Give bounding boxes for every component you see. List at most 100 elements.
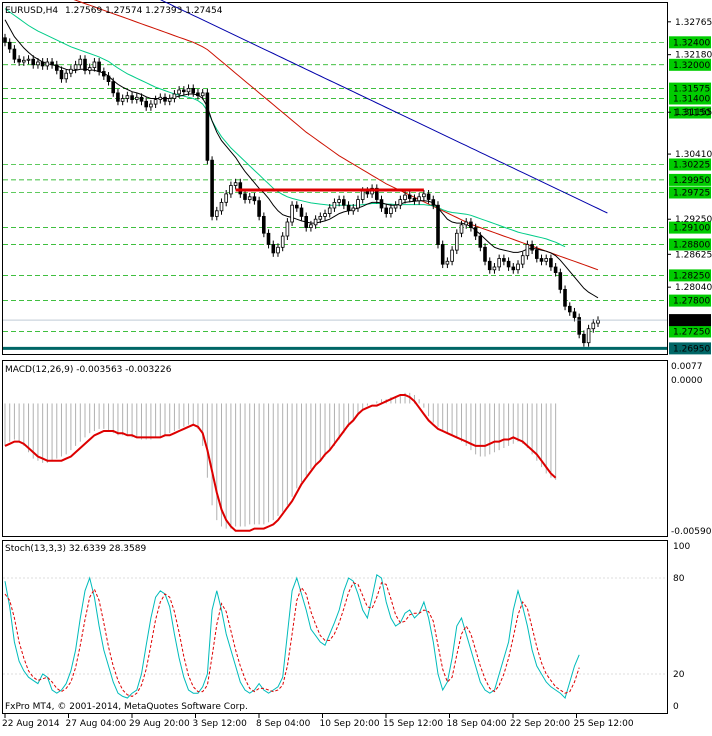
candle-body bbox=[393, 204, 398, 209]
candle-body bbox=[40, 61, 45, 67]
candle-body bbox=[454, 232, 459, 251]
level-tag-label: 1.29725 bbox=[673, 189, 710, 199]
price-panel[interactable] bbox=[2, 2, 668, 355]
candle-body bbox=[210, 159, 214, 217]
level-tag-box bbox=[669, 221, 711, 234]
candle-body bbox=[191, 88, 196, 94]
candle-body bbox=[332, 201, 337, 209]
x-tick-label: 22 Sep 20:00 bbox=[510, 719, 570, 729]
candle-body bbox=[111, 81, 116, 94]
level-tag-box bbox=[669, 238, 711, 251]
candle-body bbox=[181, 89, 186, 93]
candle-body bbox=[511, 266, 516, 271]
candle-body bbox=[285, 221, 290, 237]
candle-body bbox=[219, 201, 224, 212]
candle-body bbox=[139, 96, 144, 102]
stoch-tick-label: 100 bbox=[673, 542, 690, 552]
candle-body bbox=[459, 224, 464, 234]
candle-body bbox=[572, 311, 577, 318]
level-tag-box bbox=[669, 82, 711, 95]
candle-body bbox=[553, 266, 558, 273]
candle-body bbox=[497, 258, 501, 268]
candle-body bbox=[276, 246, 280, 254]
stoch-panel[interactable] bbox=[2, 540, 668, 714]
candle-body bbox=[158, 96, 163, 100]
candle-body bbox=[492, 266, 497, 271]
candle-body bbox=[177, 89, 181, 95]
level-tag-label: 1.32000 bbox=[673, 61, 710, 71]
candle-body bbox=[436, 204, 440, 245]
candle-body bbox=[92, 61, 97, 68]
level-tag-box bbox=[669, 269, 711, 282]
macd-tick-label: 0.0000 bbox=[671, 376, 703, 386]
candle-body bbox=[384, 207, 388, 214]
price-tick-label: 1.32180 bbox=[675, 51, 712, 61]
price-tick-label: 1.28625 bbox=[675, 250, 712, 260]
candle-body bbox=[102, 71, 106, 77]
level-tag-box bbox=[669, 186, 711, 199]
candle-body bbox=[266, 232, 271, 245]
candle-body bbox=[563, 288, 567, 307]
candle-body bbox=[346, 204, 351, 212]
stoch-main-line bbox=[4, 573, 580, 699]
candle-body bbox=[412, 197, 417, 201]
candle-body bbox=[558, 272, 563, 290]
x-tick-label: 3 Sep 12:00 bbox=[193, 719, 248, 729]
candle-body bbox=[214, 210, 219, 217]
candle-body bbox=[502, 258, 506, 262]
current-price-tag-label: 1.27454 bbox=[673, 316, 710, 326]
candle-body bbox=[17, 58, 21, 63]
level-tag-box bbox=[669, 173, 711, 186]
candle-body bbox=[64, 72, 69, 80]
candle-body bbox=[304, 215, 308, 228]
candle-body bbox=[290, 204, 294, 223]
candle-body bbox=[280, 235, 285, 248]
stoch-signal-line bbox=[4, 582, 580, 697]
candle-body bbox=[229, 185, 233, 195]
candle-body bbox=[568, 305, 572, 313]
support-tag-box bbox=[669, 342, 711, 355]
level-tag-box bbox=[669, 325, 711, 338]
level-tag-label: 1.32400 bbox=[673, 38, 710, 48]
ma-long-line bbox=[159, 0, 608, 214]
candle-body bbox=[163, 96, 167, 102]
level-tag-label: 1.29950 bbox=[673, 176, 710, 186]
stoch-tick-label: 20 bbox=[673, 670, 685, 680]
candle-body bbox=[520, 255, 525, 265]
candle-body bbox=[431, 199, 436, 206]
level-tag-label: 1.27800 bbox=[673, 297, 710, 307]
candle-body bbox=[224, 193, 229, 203]
level-tag-box bbox=[669, 106, 711, 119]
level-tag-label: 1.28800 bbox=[673, 241, 710, 251]
candle-body bbox=[464, 221, 468, 226]
candle-body bbox=[309, 224, 313, 229]
candle-body bbox=[374, 187, 379, 200]
candle-body bbox=[323, 213, 327, 217]
candle-body bbox=[149, 103, 153, 108]
level-tag-label: 1.31400 bbox=[673, 95, 710, 105]
candle-body bbox=[87, 67, 92, 71]
candle-body bbox=[403, 194, 407, 201]
candle-body bbox=[116, 92, 120, 102]
level-tag-label: 1.29100 bbox=[673, 224, 710, 234]
candle-body bbox=[478, 235, 483, 248]
stoch-tick-label: 80 bbox=[673, 574, 685, 584]
candle-body bbox=[130, 95, 134, 100]
price-tick-label: 1.31155 bbox=[675, 108, 712, 118]
candle-body bbox=[341, 199, 346, 206]
candle-body bbox=[3, 37, 7, 43]
candle-body bbox=[426, 193, 431, 200]
candle-body bbox=[21, 59, 26, 63]
candle-body bbox=[205, 92, 210, 161]
macd-panel[interactable] bbox=[2, 360, 668, 537]
candle-body bbox=[120, 98, 125, 102]
candle-body bbox=[469, 221, 473, 228]
candle-body bbox=[549, 258, 553, 268]
price-tick-label: 1.32765 bbox=[675, 18, 712, 28]
candle-body bbox=[196, 92, 200, 97]
candle-body bbox=[398, 199, 403, 206]
candle-body bbox=[125, 95, 130, 99]
level-tag-box bbox=[669, 36, 711, 49]
